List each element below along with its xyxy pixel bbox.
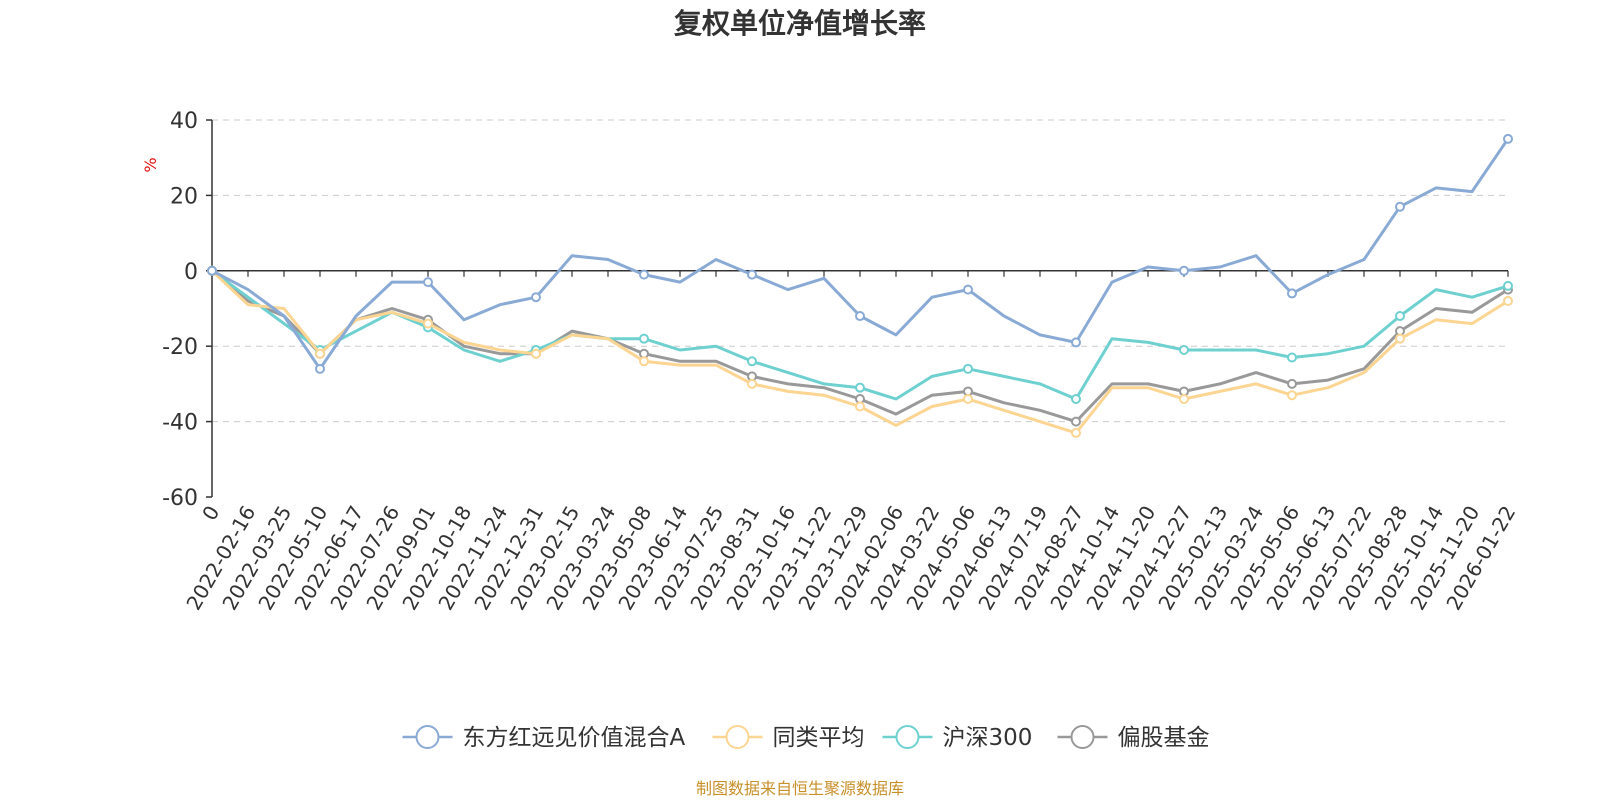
legend-label: 东方红远见价值混合A [463,725,686,751]
data-point [639,356,649,367]
y-axis-unit-label: % [141,157,160,172]
y-tick-label: -40 [162,411,198,436]
legend-label: 同类平均 [773,725,865,751]
y-tick-label: 20 [170,184,198,209]
x-tick-labels: 02022-02-162022-03-252022-05-102022-06-1… [181,502,1520,615]
chart-title: 复权单位净值增长率 [674,7,926,40]
data-point [1395,201,1405,212]
data-point [531,292,541,303]
data-point [747,269,757,280]
grid-lines [212,119,1508,423]
series-group [207,265,1513,438]
y-tick-labels: 40 20 0 -20 -40 -60 [162,109,198,511]
legend-label: 偏股基金 [1118,725,1210,751]
legend-marker [415,725,440,749]
legend-label: 沪深300 [943,725,1033,751]
y-tick-label: -60 [162,486,198,511]
data-point [1287,288,1297,299]
series-lines [207,133,1513,438]
series-group [207,133,1513,374]
y-tick-label: 0 [184,260,198,285]
data-point [207,265,217,276]
data-point [1071,337,1081,348]
legend-item[interactable]: 东方红远见价值混合A [402,725,686,751]
data-point [1179,265,1189,276]
data-point [639,269,649,280]
data-point [1287,390,1297,401]
data-point [1179,393,1189,404]
data-point [1503,295,1513,306]
legend-item[interactable]: 同类平均 [712,725,865,751]
data-point [1503,133,1513,144]
legend-marker [895,725,920,749]
axes [206,119,1509,498]
data-point [315,363,325,374]
data-point [963,284,973,295]
data-source-note: 制图数据来自恒生聚源数据库 [696,779,904,798]
y-tick-label: 40 [170,109,198,134]
legend-item[interactable]: 偏股基金 [1057,725,1210,751]
series-line [210,269,1510,401]
data-point [531,348,541,359]
data-point [855,311,865,322]
data-point [963,393,973,404]
data-point [855,382,865,393]
data-point [963,363,973,374]
data-point [1395,333,1405,344]
legend-marker [1070,725,1095,749]
data-point [1071,416,1081,427]
data-point [1287,378,1297,389]
x-tick-label: 0 [197,502,224,525]
data-point [747,378,757,389]
y-tick-label: -20 [162,335,198,360]
data-point [639,333,649,344]
legend[interactable]: 东方红远见价值混合A 同类平均 沪深300 偏股基金 [402,725,1210,751]
data-point [315,348,325,359]
data-point [423,277,433,288]
data-point [1503,280,1513,291]
data-point [855,401,865,412]
data-point [1071,393,1081,404]
legend-item[interactable]: 沪深300 [882,725,1033,751]
data-point [1071,427,1081,438]
data-point [423,318,433,329]
series-line [210,137,1510,371]
legend-marker [725,725,750,749]
data-point [1395,311,1405,322]
data-point [1287,352,1297,363]
data-point [747,356,757,367]
data-point [1179,344,1189,355]
